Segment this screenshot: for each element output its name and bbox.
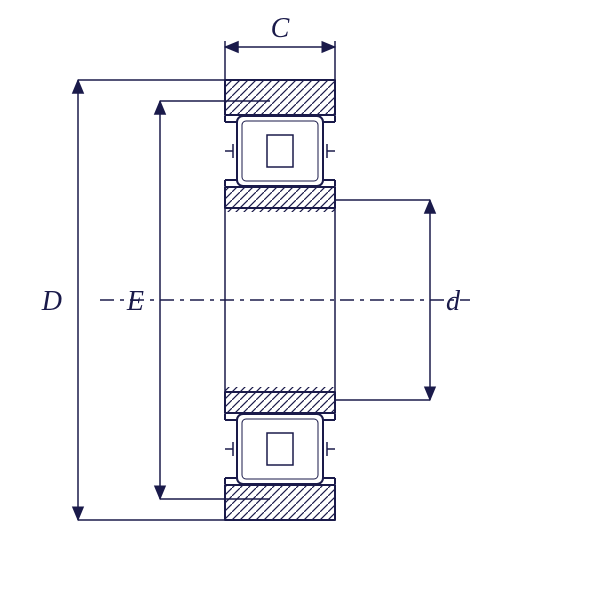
dim-label-C: C bbox=[271, 13, 290, 44]
dim-label-D: D bbox=[41, 286, 62, 317]
dim-label-d: d bbox=[446, 286, 461, 317]
dim-label-E: E bbox=[126, 286, 144, 317]
bearing-cross-section-diagram: C D Ed bbox=[0, 0, 600, 600]
